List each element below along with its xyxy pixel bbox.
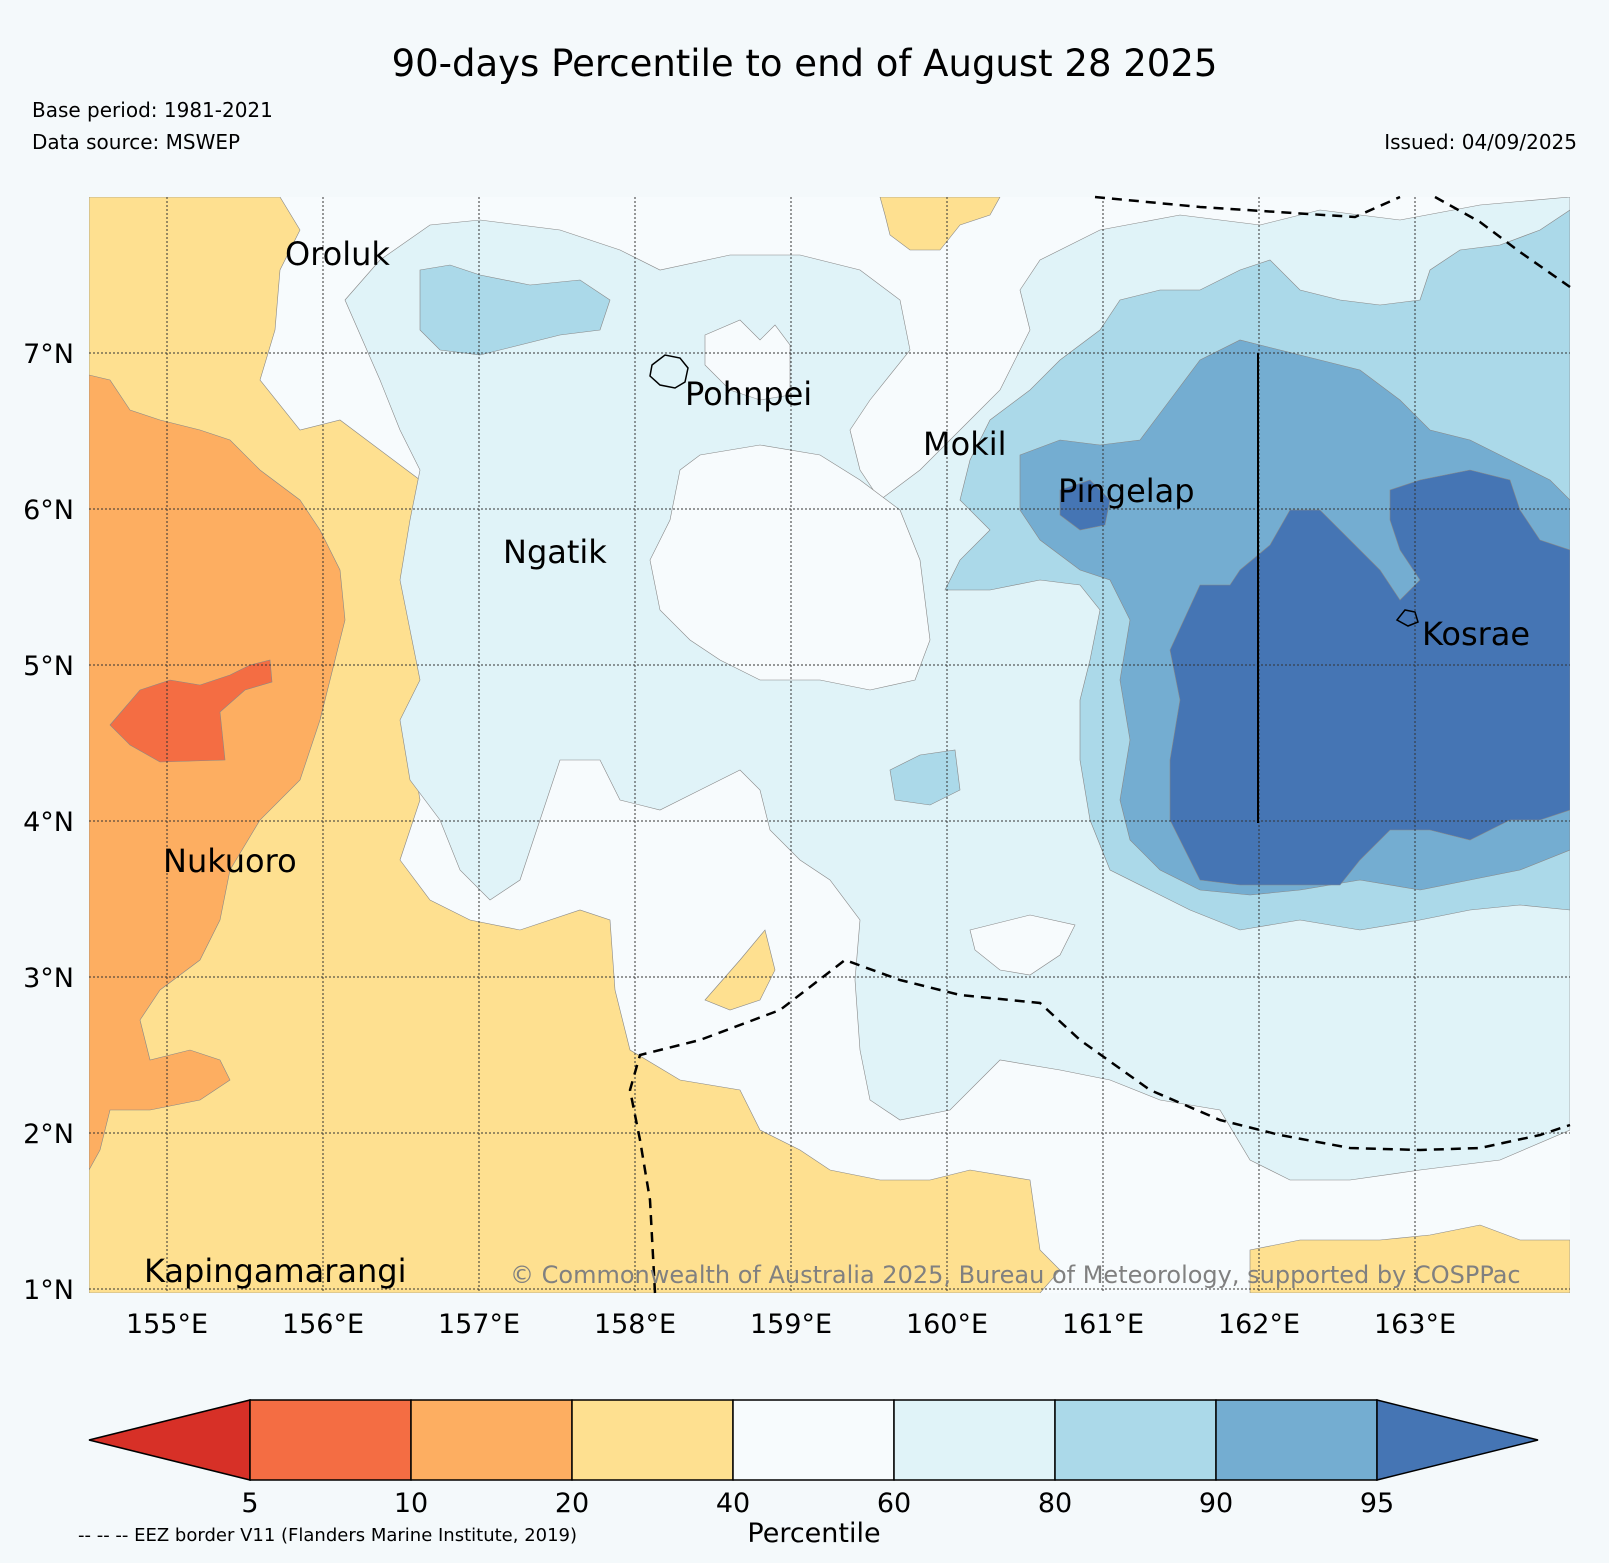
copyright-text: © Commonwealth of Australia 2025, Bureau… <box>510 1261 1521 1289</box>
lon-tick-label: 162°E <box>1218 1309 1300 1340</box>
lat-tick-label: 6°N <box>23 495 74 526</box>
place-label-oroluk: Oroluk <box>285 235 390 273</box>
place-label-kosrae: Kosrae <box>1422 615 1530 653</box>
map-field <box>89 197 1570 1293</box>
lon-tick-label: 163°E <box>1374 1309 1456 1340</box>
colorbar-axis-label: Percentile <box>747 1518 880 1549</box>
lon-tick-label: 158°E <box>594 1309 676 1340</box>
kosrae-outline <box>1395 609 1419 627</box>
lon-tick-label: 155°E <box>126 1309 208 1340</box>
place-label-mokil: Mokil <box>923 425 1007 463</box>
colorbar-tick-label: 80 <box>1038 1488 1072 1519</box>
field-20-40-west <box>89 197 1061 1293</box>
colorbar-bin <box>1215 1399 1378 1481</box>
map-title: 90-days Percentile to end of August 28 2… <box>391 42 1218 85</box>
colorbar-tick-label: 95 <box>1360 1488 1394 1519</box>
colorbar-bin <box>893 1399 1056 1481</box>
field-20-40-southeast <box>1249 1224 1570 1293</box>
field-40-60-south <box>969 914 1076 976</box>
eez-borders <box>628 195 1571 1294</box>
issued-date-label: Issued: 04/09/2025 <box>1384 130 1577 154</box>
field-5-10 <box>109 659 273 763</box>
lat-tick-label: 2°N <box>23 1119 74 1150</box>
lon-tick-label: 160°E <box>906 1309 988 1340</box>
lon-tick-label: 161°E <box>1062 1309 1144 1340</box>
graticule <box>89 197 1570 1293</box>
colorbar <box>88 1399 1539 1481</box>
colorbar-bin <box>249 1399 412 1481</box>
base-period-label: Base period: 1981-2021 <box>32 98 273 122</box>
colorbar-extend-low <box>88 1399 251 1481</box>
colorbar-tick-label: 60 <box>877 1488 911 1519</box>
place-label-nukuoro: Nukuoro <box>163 842 297 880</box>
lat-tick-label: 1°N <box>23 1275 74 1306</box>
colorbar-tick-label: 90 <box>1199 1488 1233 1519</box>
lon-tick-label: 157°E <box>438 1309 520 1340</box>
lon-tick-label: 156°E <box>282 1309 364 1340</box>
lon-tick-label: 159°E <box>750 1309 832 1340</box>
colorbar-tick-label: 40 <box>716 1488 750 1519</box>
eez-footnote: -- -- -- EEZ border V11 (Flanders Marine… <box>78 1525 578 1546</box>
place-label-pingelap: Pingelap <box>1058 472 1195 510</box>
field-above-95 <box>1169 469 1570 886</box>
lat-tick-label: 4°N <box>23 807 74 838</box>
colorbar-bin <box>410 1399 573 1481</box>
field-40-60-northcenter <box>704 319 791 401</box>
lat-tick-label: 3°N <box>23 963 74 994</box>
colorbar-bin <box>732 1399 895 1481</box>
field-80-90-west <box>419 264 611 356</box>
colorbar-tick-label: 20 <box>555 1488 589 1519</box>
place-label-pohnpei: Pohnpei <box>685 375 812 413</box>
lat-tick-label: 5°N <box>23 651 74 682</box>
field-20-40-islet <box>704 929 776 1011</box>
field-10-20 <box>89 374 346 1171</box>
place-label-ngatik: Ngatik <box>503 533 607 571</box>
field-40-60-center <box>649 444 931 691</box>
field-above-95-pingelap <box>1059 479 1111 531</box>
colorbar-bin <box>571 1399 734 1481</box>
data-source-label: Data source: MSWEP <box>32 130 241 154</box>
colorbar-tick-label: 10 <box>394 1488 428 1519</box>
place-label-kapingamarangi: Kapingamarangi <box>144 1252 406 1290</box>
field-20-40-north <box>879 197 1001 251</box>
field-80-90-islet <box>889 749 961 806</box>
lat-tick-label: 7°N <box>23 339 74 370</box>
pohnpei-outline <box>649 354 689 389</box>
colorbar-extend-high <box>1376 1399 1539 1481</box>
colorbar-tick-label: 5 <box>241 1488 258 1519</box>
colorbar-bin <box>1054 1399 1217 1481</box>
